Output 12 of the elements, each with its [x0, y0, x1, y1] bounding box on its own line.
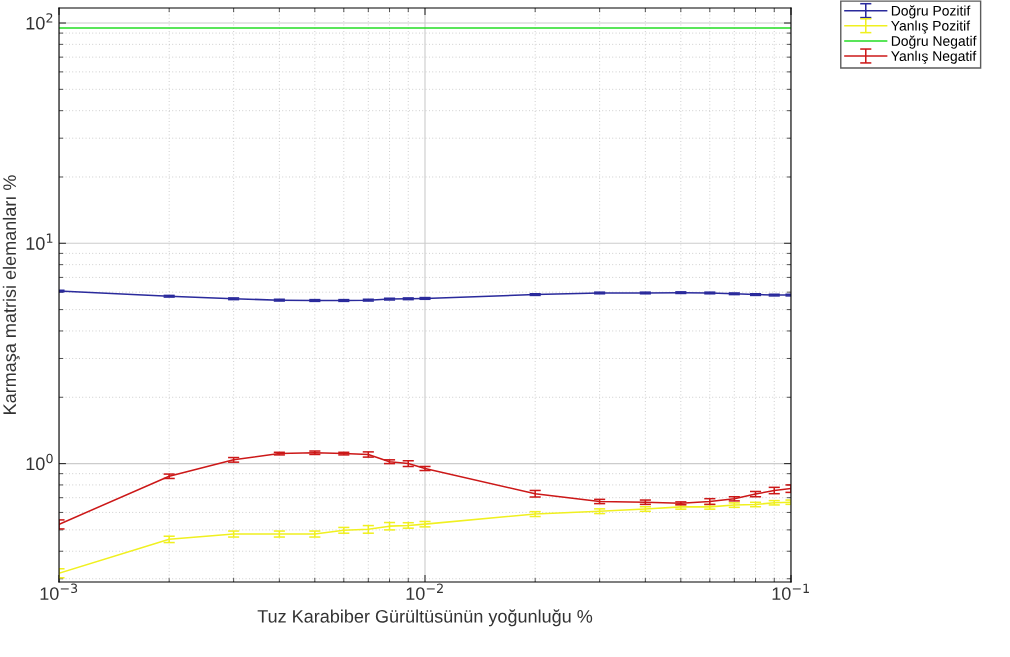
y-tick-label: 10$^{0}$	[26, 453, 53, 471]
legend-label: Yanlış Pozitif	[891, 20, 971, 34]
legend-label: Yanlış Negatif	[891, 50, 977, 64]
y-tick-label: 10$^{2}$	[26, 13, 53, 30]
legend-label: Doğru Pozitif	[891, 5, 971, 19]
x-tick-label: 10$^{−1}$	[772, 583, 809, 600]
x-tick-label: 10$^{−2}$	[406, 583, 443, 600]
legend-label: Doğru Negatif	[891, 35, 977, 49]
x-tick-label: 10$^{−3}$	[40, 583, 78, 600]
x-axis-title: Tuz Karabiber Gürültüsünün yoğunluğu %	[257, 609, 593, 627]
y-axis-title: Karmaşa matrisi elemanları %	[2, 175, 20, 414]
y-tick-label: 10$^{1}$	[26, 233, 53, 250]
